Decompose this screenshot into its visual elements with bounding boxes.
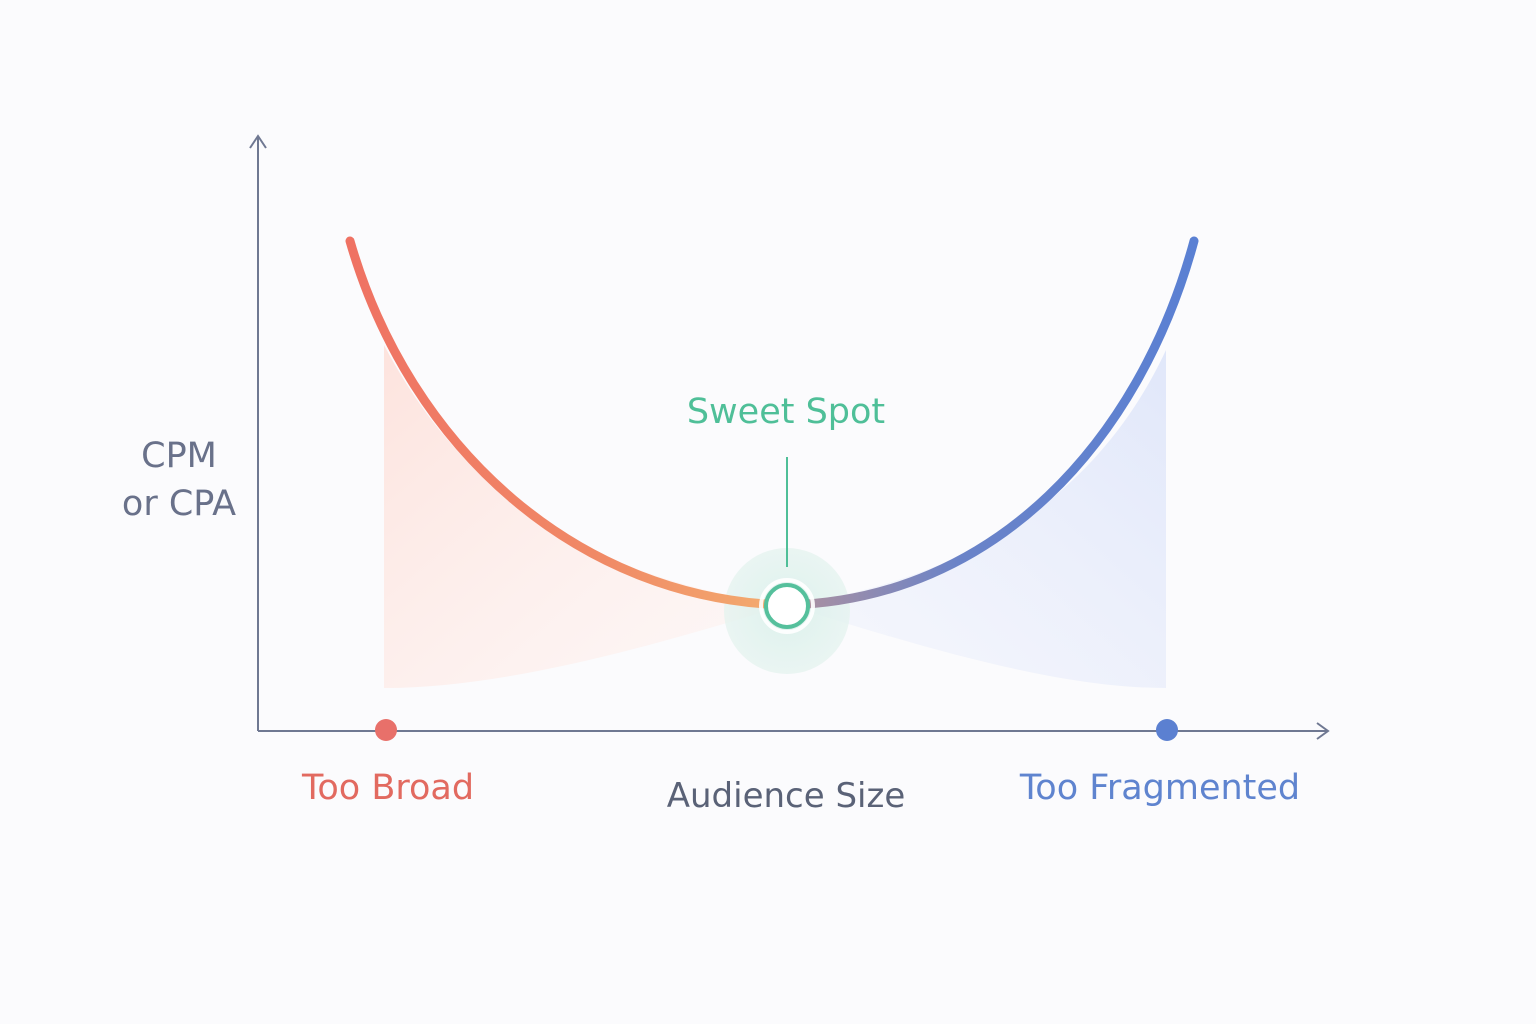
x-axis-label: Audience Size [666, 776, 906, 816]
too-fragmented-region [787, 350, 1166, 688]
too-broad-region [384, 345, 787, 688]
too-fragmented-marker [1156, 719, 1178, 741]
too-broad-marker [375, 719, 397, 741]
y-axis-label-line-1: CPM [141, 436, 217, 476]
too-fragmented-label: Too Fragmented [1019, 768, 1301, 808]
x-axis [258, 722, 1330, 740]
sweet-spot-marker [764, 583, 810, 629]
y-axis [249, 134, 267, 731]
too-broad-label: Too Broad [301, 768, 475, 808]
sweet-spot-label: Sweet Spot [686, 392, 886, 432]
y-axis-label: CPM or CPA [100, 432, 258, 528]
y-axis-label-line-2: or CPA [121, 484, 237, 524]
